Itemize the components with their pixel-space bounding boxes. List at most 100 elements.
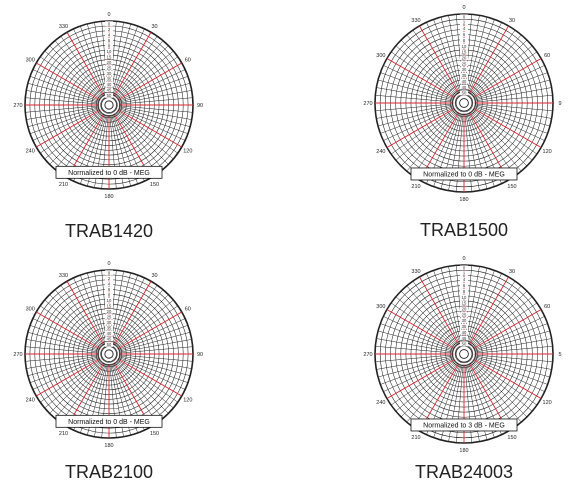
radial-minor-line (470, 111, 522, 172)
ring-label-bg (460, 271, 468, 276)
radial-minor-line (44, 360, 102, 409)
radial-minor-line (26, 90, 100, 104)
ring-label: 20 (107, 309, 112, 314)
ring-label-bg (105, 82, 113, 87)
radial-minor-line (380, 72, 455, 100)
ring-label: 30 (462, 318, 467, 323)
radial-minor-line (29, 357, 100, 383)
ring-label: 40 (107, 331, 112, 336)
ring-label: 6 (108, 287, 111, 292)
radial-minor-line (119, 105, 193, 113)
radial-minor-line (112, 274, 138, 345)
radial-minor-line (400, 110, 457, 167)
radial-minor-line (115, 360, 169, 414)
angle-label-240: 240 (376, 400, 385, 406)
ring-label: 35 (107, 326, 112, 331)
radial-minor-line (474, 87, 552, 102)
ring-label-bg (460, 43, 468, 49)
ring-label-bg (460, 61, 468, 66)
angle-label-330: 330 (411, 269, 420, 275)
ring-label-bg (105, 325, 113, 331)
radial-minor-line (118, 107, 191, 127)
radial-major-line (473, 358, 542, 399)
radial-minor-line (116, 111, 174, 160)
ring-label: 50 (107, 342, 112, 347)
angle-label-30: 30 (151, 273, 157, 279)
ring-label-bg (460, 20, 468, 25)
radial-minor-line (376, 338, 454, 353)
radial-major-line (66, 32, 105, 97)
center-ring (459, 349, 469, 359)
ring-label: 50 (107, 93, 112, 98)
radial-major-line (113, 32, 152, 97)
radial-minor-line (383, 65, 455, 99)
radial-minor-line (118, 339, 192, 353)
radial-minor-line (54, 361, 103, 419)
radial-minor-line (114, 113, 158, 174)
radial-minor-line (474, 105, 551, 127)
angle-label-120: 120 (543, 149, 552, 155)
radial-minor-line (412, 362, 459, 428)
radial-minor-line (377, 356, 454, 378)
normalization-box (55, 165, 163, 179)
radial-minor-line (375, 354, 454, 363)
radial-minor-line (474, 338, 552, 353)
angle-label-210: 210 (59, 431, 68, 437)
radial-minor-line (471, 290, 528, 347)
radial-minor-line (111, 23, 131, 96)
radial-major-line (386, 58, 455, 99)
radial-minor-line (115, 40, 164, 98)
ring-label-bg (460, 306, 468, 312)
normalization-box (410, 167, 518, 181)
ring-label-bg (105, 21, 113, 26)
radial-minor-line (29, 76, 100, 102)
ring-label-bg (460, 84, 468, 90)
radial-minor-line (60, 285, 104, 346)
radial-minor-line (433, 19, 461, 94)
angle-label-270: 270 (13, 103, 22, 109)
radial-minor-line (390, 302, 456, 349)
ring-label-bg (105, 32, 113, 37)
radial-minor-line (118, 83, 191, 103)
radial-minor-line (474, 345, 553, 354)
radial-major-line (113, 281, 152, 346)
radial-minor-line (473, 72, 548, 100)
ring-label: 45 (462, 85, 467, 90)
radial-minor-line (474, 103, 553, 112)
radial-minor-line (73, 277, 105, 345)
radial-minor-line (27, 107, 100, 127)
ring-label-bg (460, 55, 468, 61)
radial-minor-line (29, 108, 100, 134)
radial-major-line (468, 276, 509, 345)
radial-minor-line (40, 110, 101, 154)
radial-minor-line (40, 56, 101, 100)
angle-label-330: 330 (59, 273, 68, 279)
ring-label: 10 (107, 298, 112, 303)
radial-minor-line (467, 19, 495, 94)
angle-label-240: 240 (26, 398, 35, 404)
ring-label-bg (105, 314, 113, 320)
angle-label-120: 120 (183, 149, 192, 155)
angle-label-270: 270 (363, 352, 372, 358)
ring-label-bg (105, 54, 113, 60)
ring-label-bg (460, 14, 468, 20)
ring-label-bg (460, 277, 468, 282)
angle-label-240: 240 (376, 149, 385, 155)
ring-label-bg (105, 303, 113, 309)
ring-label-bg (460, 26, 468, 31)
angle-label-0: 0 (107, 12, 110, 18)
ring-label: 15 (462, 301, 467, 306)
radial-minor-line (465, 266, 480, 344)
radial-minor-line (116, 50, 174, 99)
ring-label-bg (460, 67, 468, 72)
radial-minor-line (469, 280, 516, 346)
radial-minor-line (375, 94, 454, 103)
radial-minor-line (60, 36, 104, 97)
radial-minor-line (49, 360, 103, 414)
radial-minor-line (471, 39, 528, 96)
polar-plot-3: 0306090120150180210240270300330024681015… (13, 261, 203, 449)
ring-label: 40 (462, 79, 467, 84)
ring-label-bg (105, 76, 113, 82)
radial-minor-line (471, 110, 528, 167)
ring-label-bg (460, 90, 468, 96)
